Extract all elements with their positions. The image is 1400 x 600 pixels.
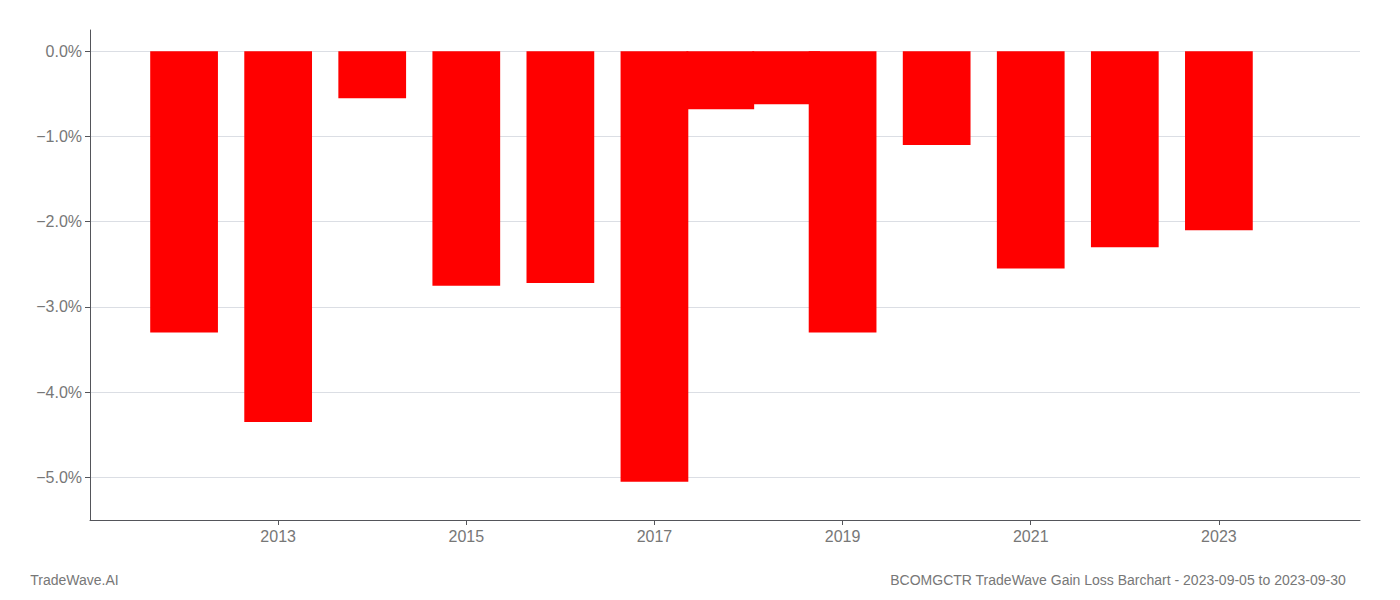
svg-text:2019: 2019 (825, 528, 861, 545)
svg-text:−1.0%: −1.0% (36, 128, 82, 145)
svg-text:−2.0%: −2.0% (36, 213, 82, 230)
svg-text:BCOMGCTR TradeWave Gain Loss B: BCOMGCTR TradeWave Gain Loss Barchart - … (890, 572, 1346, 588)
svg-text:2023: 2023 (1201, 528, 1237, 545)
svg-text:2015: 2015 (448, 528, 484, 545)
svg-text:0.0%: 0.0% (46, 43, 82, 60)
svg-text:−5.0%: −5.0% (36, 469, 82, 486)
svg-text:TradeWave.AI: TradeWave.AI (30, 572, 118, 588)
svg-text:2013: 2013 (260, 528, 296, 545)
svg-text:−4.0%: −4.0% (36, 384, 82, 401)
svg-text:−3.0%: −3.0% (36, 298, 82, 315)
svg-text:2021: 2021 (1013, 528, 1049, 545)
svg-text:2017: 2017 (637, 528, 673, 545)
